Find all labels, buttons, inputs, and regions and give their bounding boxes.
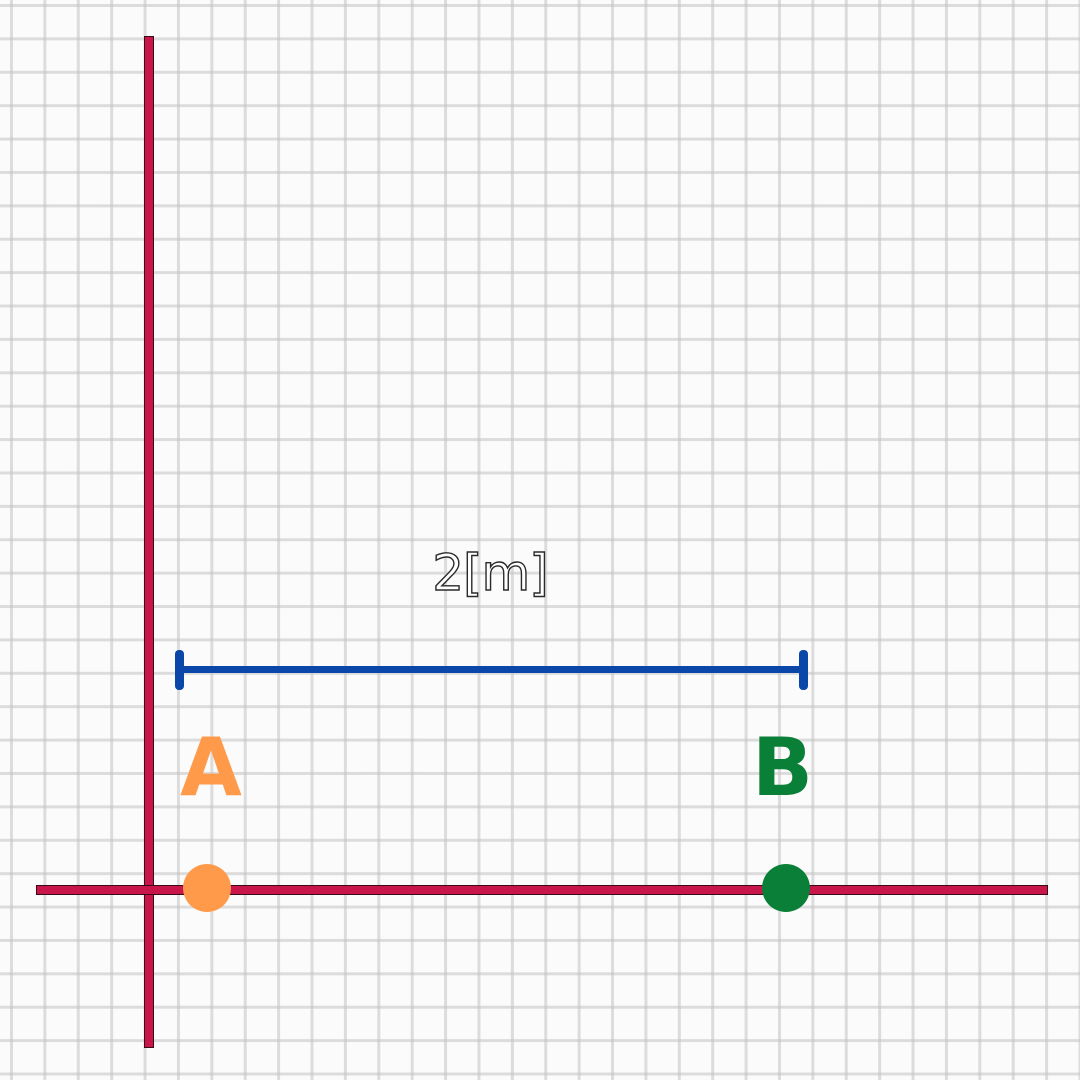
point-a-label: A [180, 721, 242, 814]
x-axis [36, 885, 1048, 895]
point-a-marker [183, 864, 231, 912]
dimension-right-cap [799, 650, 808, 690]
point-b-marker [762, 864, 810, 912]
distance-label: 2[m] [432, 543, 550, 602]
dimension-left-cap [175, 650, 184, 690]
point-b-label: B [752, 721, 813, 814]
distance-dimension-line [178, 666, 808, 673]
y-axis [144, 36, 154, 1048]
